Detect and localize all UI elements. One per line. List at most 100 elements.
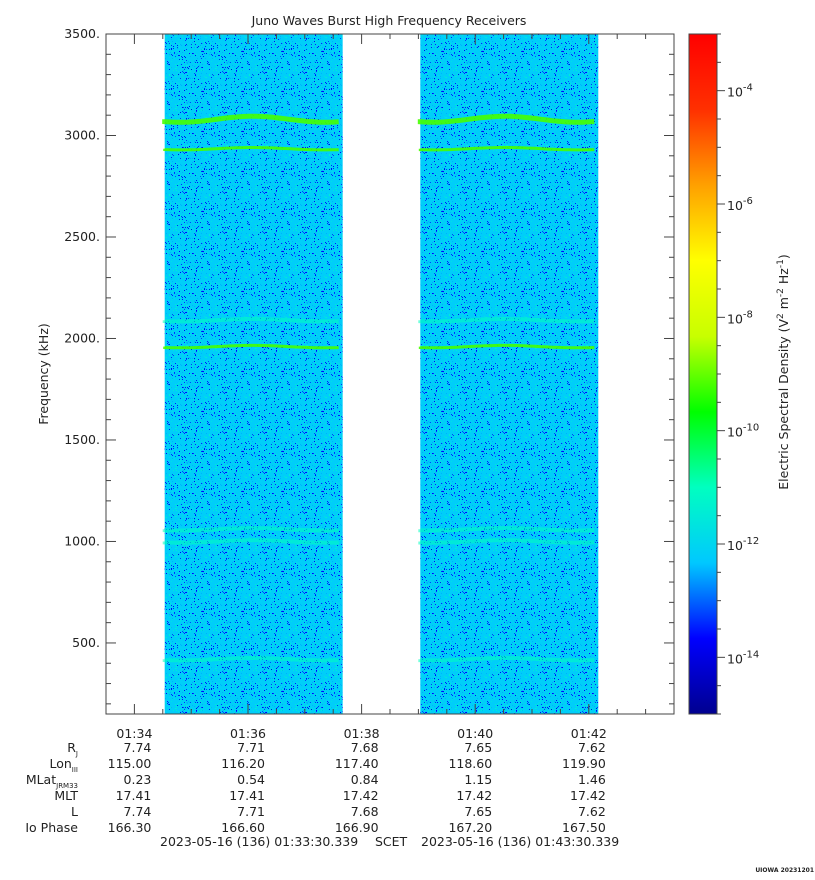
ephemeris-value: 166.60 xyxy=(221,820,265,835)
y-tick-label: 3000. xyxy=(64,127,100,142)
x-tick-label: 01:40 xyxy=(457,726,493,741)
emission-line-420 xyxy=(418,656,595,663)
x-axis: 01:34 01:36 01:38 01:40 01:42 xyxy=(105,34,675,741)
ephemeris-value: 166.90 xyxy=(335,820,379,835)
ephemeris-value: 7.71 xyxy=(237,804,265,819)
y-tick-label: 2500. xyxy=(64,229,100,244)
ephemeris-value: 17.42 xyxy=(343,788,379,803)
y-axis-label: Frequency (kHz) xyxy=(36,323,51,425)
emission-line-1960 xyxy=(418,343,595,350)
x-tick-label: 01:42 xyxy=(571,726,607,741)
spectrogram-data xyxy=(162,34,599,714)
y-tick-label: 500. xyxy=(72,635,100,650)
credit-label: UIOWA 20231201 xyxy=(755,867,814,874)
time-range-end: 2023-05-16 (136) 01:43:30.339 xyxy=(421,834,619,849)
colorbar-tick-exponent: -10 xyxy=(743,423,759,434)
emission-line-2935 xyxy=(418,146,595,152)
x-tick-label: 01:38 xyxy=(344,726,380,741)
ephemeris-row-label: LonIII xyxy=(49,756,78,774)
emission-line-1000 xyxy=(418,538,595,545)
colorbar-tick-label: 10-12 xyxy=(727,536,759,553)
time-range-start: 2023-05-16 (136) 01:33:30.339 xyxy=(160,834,358,849)
ephemeris-value: 17.41 xyxy=(116,788,152,803)
interval-noise xyxy=(420,34,599,714)
ephemeris-value: 0.84 xyxy=(351,772,379,787)
emission-line-3080 xyxy=(417,113,595,125)
ephemeris-value: 7.65 xyxy=(464,740,492,755)
ephemeris-value: 0.23 xyxy=(124,772,152,787)
y-tick-label: 1000. xyxy=(64,533,100,548)
emission-line-1000 xyxy=(162,538,339,545)
emission-line-1060 xyxy=(162,526,339,533)
colorbar-tick-label: 10-14 xyxy=(727,649,759,666)
ephemeris-value: 7.74 xyxy=(124,804,152,819)
emission-line-1960 xyxy=(163,343,339,350)
colorbar-tick-exponent: -6 xyxy=(743,196,753,207)
ephemeris-value: 17.41 xyxy=(229,788,265,803)
x-tick-label: 01:34 xyxy=(116,726,152,741)
ephemeris-value: 17.42 xyxy=(456,788,492,803)
colorbar-tick-exponent: -12 xyxy=(743,536,759,547)
y-tick-label: 3500. xyxy=(64,26,100,41)
colorbar-tick-label: 10-4 xyxy=(727,83,753,100)
data-interval xyxy=(417,34,599,714)
emission-line-3080 xyxy=(162,113,339,125)
ephemeris-value: 117.40 xyxy=(335,756,379,771)
ephemeris-value: 167.20 xyxy=(448,820,492,835)
ephemeris-value: 17.42 xyxy=(570,788,606,803)
ephemeris-value: 166.30 xyxy=(108,820,152,835)
emission-line-2090 xyxy=(418,317,595,324)
data-interval xyxy=(162,34,343,714)
colorbar-body xyxy=(688,33,718,715)
colorbar-tick-label: 10-6 xyxy=(727,196,753,213)
colorbar-tick-base: 10 xyxy=(727,651,743,666)
ephemeris-value: 167.50 xyxy=(562,820,606,835)
time-range-scet: SCET xyxy=(375,834,408,849)
colorbar-tick-exponent: -8 xyxy=(743,309,753,320)
ephemeris-value: 7.62 xyxy=(578,740,606,755)
chart-title: Juno Waves Burst High Frequency Receiver… xyxy=(251,13,527,28)
x-tick-label: 01:36 xyxy=(230,726,266,741)
ephemeris-value: 7.71 xyxy=(237,740,265,755)
ephemeris-value: 7.68 xyxy=(351,804,379,819)
colorbar-label-sup1: 2 xyxy=(776,313,786,319)
ephemeris-value: 0.54 xyxy=(237,772,265,787)
plot-area: 500. 1000. 1500. 2000. 2500. 3000. 3500. 01:34… xyxy=(64,26,675,741)
ephemeris-value: 1.15 xyxy=(464,772,492,787)
ephemeris-value: 116.20 xyxy=(221,756,265,771)
ephemeris-value: 115.00 xyxy=(108,756,152,771)
colorbar-tick-label: 10-8 xyxy=(727,309,753,326)
colorbar-label-main: Electric Spectral Density (V xyxy=(776,318,791,489)
ephemeris-value: 7.68 xyxy=(351,740,379,755)
ephemeris-value: 7.74 xyxy=(124,740,152,755)
colorbar-tick-base: 10 xyxy=(727,538,743,553)
colorbar-tick-label: 10-10 xyxy=(727,423,759,440)
emission-line-2090 xyxy=(162,317,339,324)
colorbar-tick-exponent: -4 xyxy=(743,83,753,94)
colorbar-tick-base: 10 xyxy=(727,311,743,326)
ephemeris-row-label: RJ xyxy=(67,740,78,758)
y-axis: 500. 1000. 1500. 2000. 2500. 3000. 3500. xyxy=(64,26,674,705)
emission-line-2935 xyxy=(163,146,339,152)
ephemeris-value: 118.60 xyxy=(448,756,492,771)
interval-noise xyxy=(164,34,343,714)
colorbar-tick-exponent: -14 xyxy=(743,649,759,660)
colorbar-tick-base: 10 xyxy=(727,85,743,100)
ephemeris-table: RJ 7.74 7.71 7.68 7.65 7.62 LonIII 115.00 116.20… xyxy=(25,740,605,835)
y-tick-label: 1500. xyxy=(64,432,100,447)
ephemeris-row-label: Io Phase xyxy=(25,820,78,835)
emission-line-1060 xyxy=(418,526,595,533)
ephemeris-value: 1.46 xyxy=(578,772,606,787)
ephemeris-value: 7.62 xyxy=(578,804,606,819)
ephemeris-row-label: MLT xyxy=(54,788,78,803)
colorbar-tick-base: 10 xyxy=(727,425,743,440)
y-tick-label: 2000. xyxy=(64,330,100,345)
ephemeris-row-label: MLatJRM33 xyxy=(26,772,78,790)
ephemeris-value: 7.65 xyxy=(464,804,492,819)
ephemeris-row-label: L xyxy=(71,804,78,819)
colorbar-label: Electric Spectral Density (V2 m-2 Hz-1) xyxy=(776,254,791,489)
colorbar-tick-base: 10 xyxy=(727,198,743,213)
